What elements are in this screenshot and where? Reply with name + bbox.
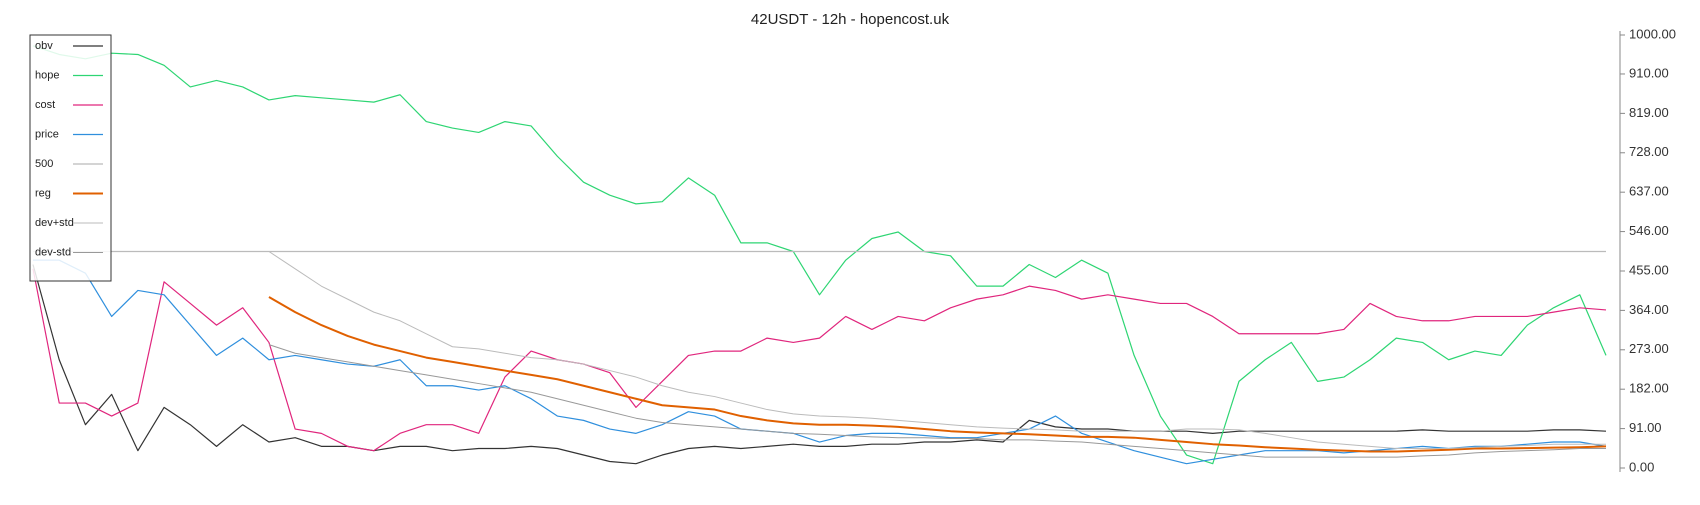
- y-axis: 0.00 91.00 182.00 273.00 364.00 455.00 546.00 6…: [1619, 26, 1676, 474]
- legend-label: reg: [35, 187, 51, 199]
- y-tick-label: 546.00: [1629, 223, 1669, 238]
- y-tick-label: 364.00: [1629, 302, 1669, 317]
- y-tick-label: 273.00: [1629, 341, 1669, 356]
- series-line: [32, 45, 1607, 465]
- legend-label: 500: [35, 158, 53, 170]
- series-line: [268, 296, 1607, 453]
- legend-label: cost: [35, 99, 55, 111]
- series-line: [33, 259, 1607, 465]
- legend-label: dev+std: [35, 217, 74, 229]
- y-tick-label: 637.00: [1629, 184, 1669, 199]
- y-tick-label: 728.00: [1629, 144, 1669, 159]
- legend-label: obv: [35, 40, 53, 52]
- y-tick-label: 819.00: [1629, 105, 1669, 120]
- y-tick-label: 1000.00: [1629, 26, 1676, 41]
- series-line: [268, 344, 1606, 458]
- plot-area: [32, 45, 1607, 465]
- y-tick-label: 0.00: [1629, 459, 1654, 474]
- series-line: [268, 251, 1606, 450]
- legend-label: dev-std: [35, 246, 71, 258]
- legend: obv hope cost price 500 reg dev+std dev-std: [29, 34, 112, 282]
- y-tick-label: 91.00: [1629, 420, 1662, 435]
- y-tick-label: 455.00: [1629, 262, 1669, 277]
- legend-label: hope: [35, 69, 59, 81]
- y-tick-label: 910.00: [1629, 65, 1669, 80]
- y-tick-label: 182.00: [1629, 381, 1669, 396]
- series-line: [32, 264, 1607, 465]
- chart-title: 42USDT - 12h - hopencost.uk: [751, 11, 950, 28]
- legend-label: price: [35, 128, 59, 140]
- series-line: [32, 268, 1607, 452]
